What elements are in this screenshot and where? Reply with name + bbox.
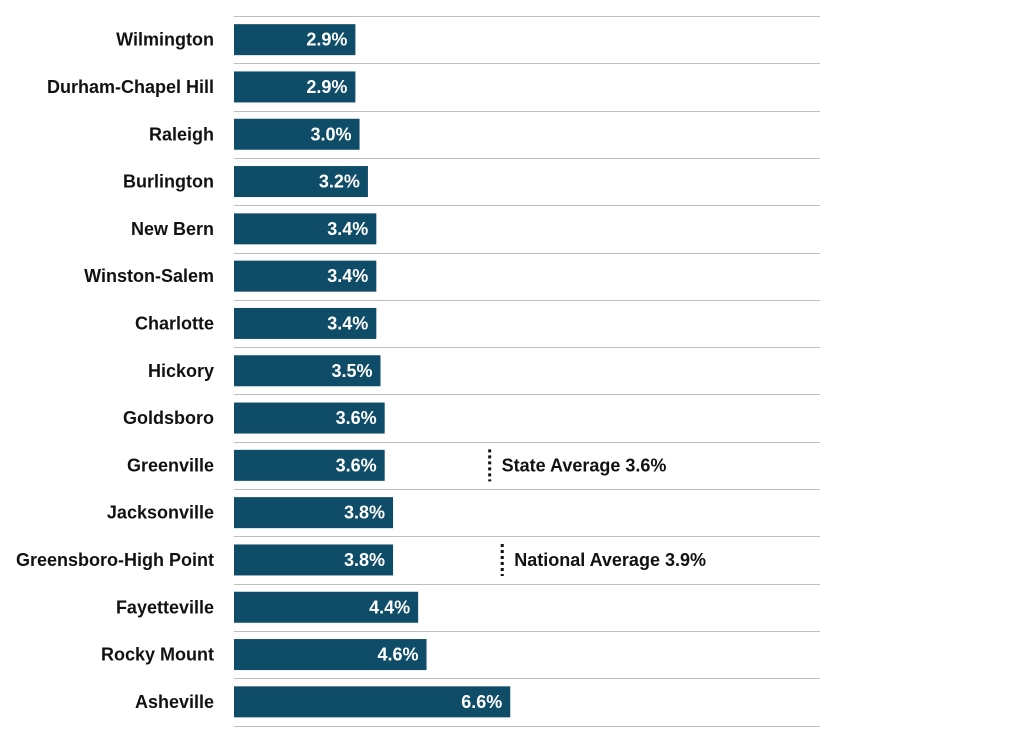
category-label: Greensboro-High Point [16, 550, 214, 570]
value-label: 3.6% [336, 408, 377, 428]
category-label: Jacksonville [107, 503, 214, 523]
bar [234, 449, 385, 481]
bar [234, 544, 394, 576]
value-label: 3.8% [344, 503, 385, 523]
value-label: 4.4% [369, 597, 410, 617]
value-label: 6.6% [461, 692, 502, 712]
category-label: Rocky Mount [101, 645, 214, 665]
category-label: Greenville [127, 455, 214, 475]
bar [234, 497, 394, 529]
category-label: Hickory [148, 361, 214, 381]
value-label: 2.9% [306, 30, 347, 50]
bar [234, 686, 511, 718]
bar [234, 639, 427, 671]
value-label: 3.6% [336, 455, 377, 475]
value-label: 2.9% [306, 77, 347, 97]
reference-line-label: State Average 3.6% [502, 455, 667, 475]
reference-line-label: National Average 3.9% [514, 550, 706, 570]
value-label: 3.2% [319, 172, 360, 192]
category-label: Fayetteville [116, 597, 214, 617]
category-label: Asheville [135, 692, 214, 712]
category-label: Winston-Salem [84, 266, 214, 286]
bar [234, 213, 377, 245]
category-label: Raleigh [149, 124, 214, 144]
value-label: 3.5% [331, 361, 372, 381]
bar [234, 591, 419, 623]
bar [234, 307, 377, 339]
bar [234, 24, 356, 56]
bar [234, 71, 356, 103]
value-label: 3.4% [327, 219, 368, 239]
bar [234, 260, 377, 292]
bar [234, 355, 381, 387]
category-label: Goldsboro [123, 408, 214, 428]
value-label: 3.0% [311, 124, 352, 144]
category-label: Durham-Chapel Hill [47, 77, 214, 97]
value-label: 3.4% [327, 266, 368, 286]
category-label: Wilmington [116, 30, 214, 50]
category-label: Charlotte [135, 313, 214, 333]
value-label: 4.6% [378, 645, 419, 665]
value-label: 3.8% [344, 550, 385, 570]
bar [234, 166, 368, 198]
bar [234, 402, 385, 434]
category-label: New Bern [131, 219, 214, 239]
value-label: 3.4% [327, 313, 368, 333]
category-label: Burlington [123, 172, 214, 192]
bar [234, 118, 360, 150]
